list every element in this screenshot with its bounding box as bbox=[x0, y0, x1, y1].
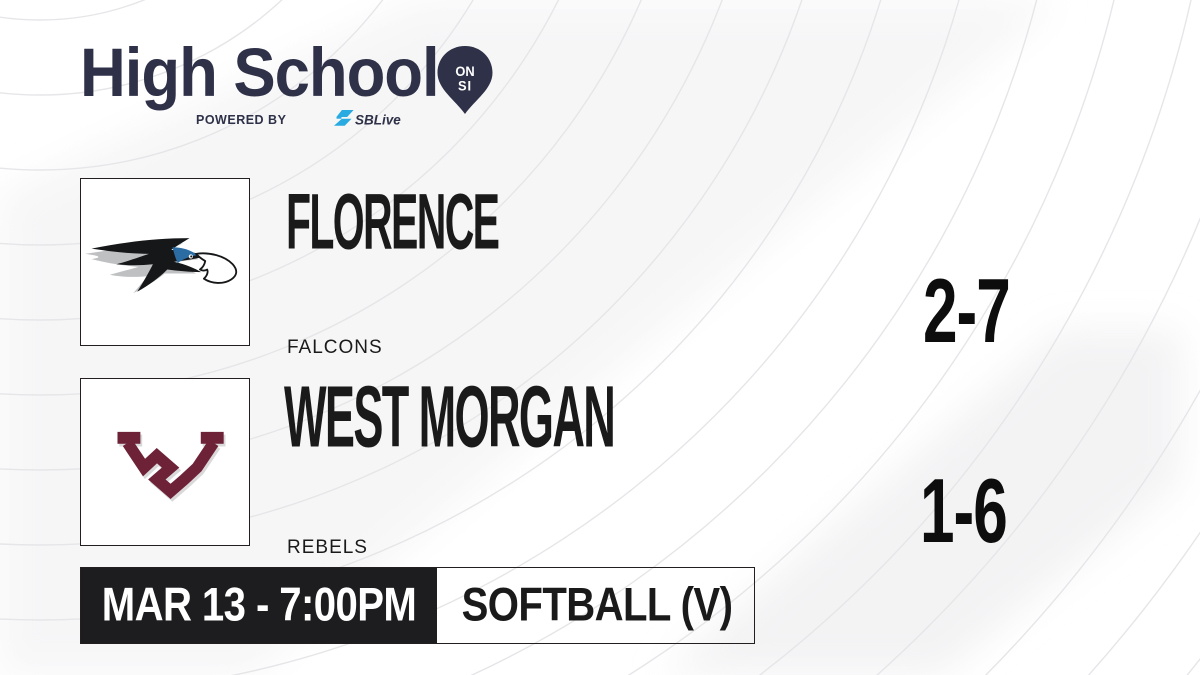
svg-text:ON: ON bbox=[455, 64, 474, 80]
svg-text:SI: SI bbox=[458, 78, 472, 94]
svg-text:SBLive: SBLive bbox=[355, 113, 401, 128]
